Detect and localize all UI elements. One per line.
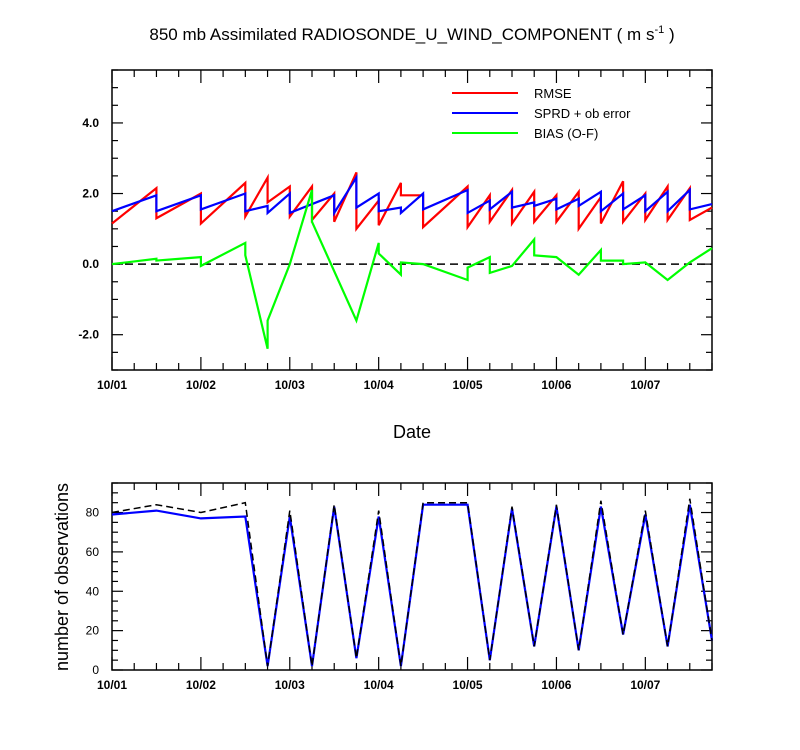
- y-tick-label: 80: [86, 506, 100, 520]
- legend-label: BIAS (O-F): [534, 126, 598, 141]
- plot-frame: [111, 482, 713, 671]
- x-tick-label: 10/03: [275, 678, 305, 692]
- series-line-sprd-ob-error: [111, 173, 713, 217]
- x-tick-label: 10/05: [453, 378, 483, 392]
- x-tick-label: 10/03: [275, 378, 305, 392]
- y-tick-label: 40: [86, 584, 100, 598]
- top-plot: 10/01 10/02 10/03 10/04 10/05 10/06 10/07 -2.0 0…: [78, 69, 713, 392]
- x-tick-label: 10/02: [186, 378, 216, 392]
- y-tick-label: 60: [86, 545, 100, 559]
- chart-title-superscript: -1: [654, 24, 664, 36]
- y-axis-label-observations: number of observations: [52, 483, 72, 671]
- y-tick-label: 2.0: [82, 187, 99, 201]
- x-tick-label: 10/04: [364, 678, 394, 692]
- x-tick-label: 10/01: [97, 678, 127, 692]
- x-tick-label: 10/07: [630, 378, 660, 392]
- x-tick-label: 10/01: [97, 378, 127, 392]
- x-tick-label: 10/05: [453, 678, 483, 692]
- y-tick-label: 0.0: [82, 257, 99, 271]
- y-tick-label: 0: [92, 663, 99, 677]
- series-line-possible: [111, 498, 713, 667]
- x-tick-label: 10/06: [541, 378, 571, 392]
- chart-title-main: 850 mb Assimilated RADIOSONDE_U_WIND_COM…: [149, 25, 654, 44]
- x-axis-label: Date: [393, 422, 431, 442]
- legend: RMSE SPRD + ob error BIAS (O-F): [452, 86, 631, 141]
- legend-label: RMSE: [534, 86, 572, 101]
- series-line-bias-o-f: [111, 189, 713, 350]
- x-tick-label: 10/06: [541, 678, 571, 692]
- x-tick-label: 10/07: [630, 678, 660, 692]
- legend-label: SPRD + ob error: [534, 106, 631, 121]
- x-tick-label: 10/02: [186, 678, 216, 692]
- y-tick-label: 20: [86, 624, 100, 638]
- x-tick-label: 10/04: [364, 378, 394, 392]
- chart-title-tail: ): [664, 25, 674, 44]
- plot-frame: [111, 69, 713, 371]
- y-tick-label: 4.0: [82, 116, 99, 130]
- bottom-plot: 10/01 10/02 10/03 10/04 10/05 10/06 10/07 0 20 40…: [86, 482, 714, 692]
- y-tick-label: -2.0: [78, 328, 99, 342]
- chart-title: 850 mb Assimilated RADIOSONDE_U_WIND_COM…: [149, 24, 674, 44]
